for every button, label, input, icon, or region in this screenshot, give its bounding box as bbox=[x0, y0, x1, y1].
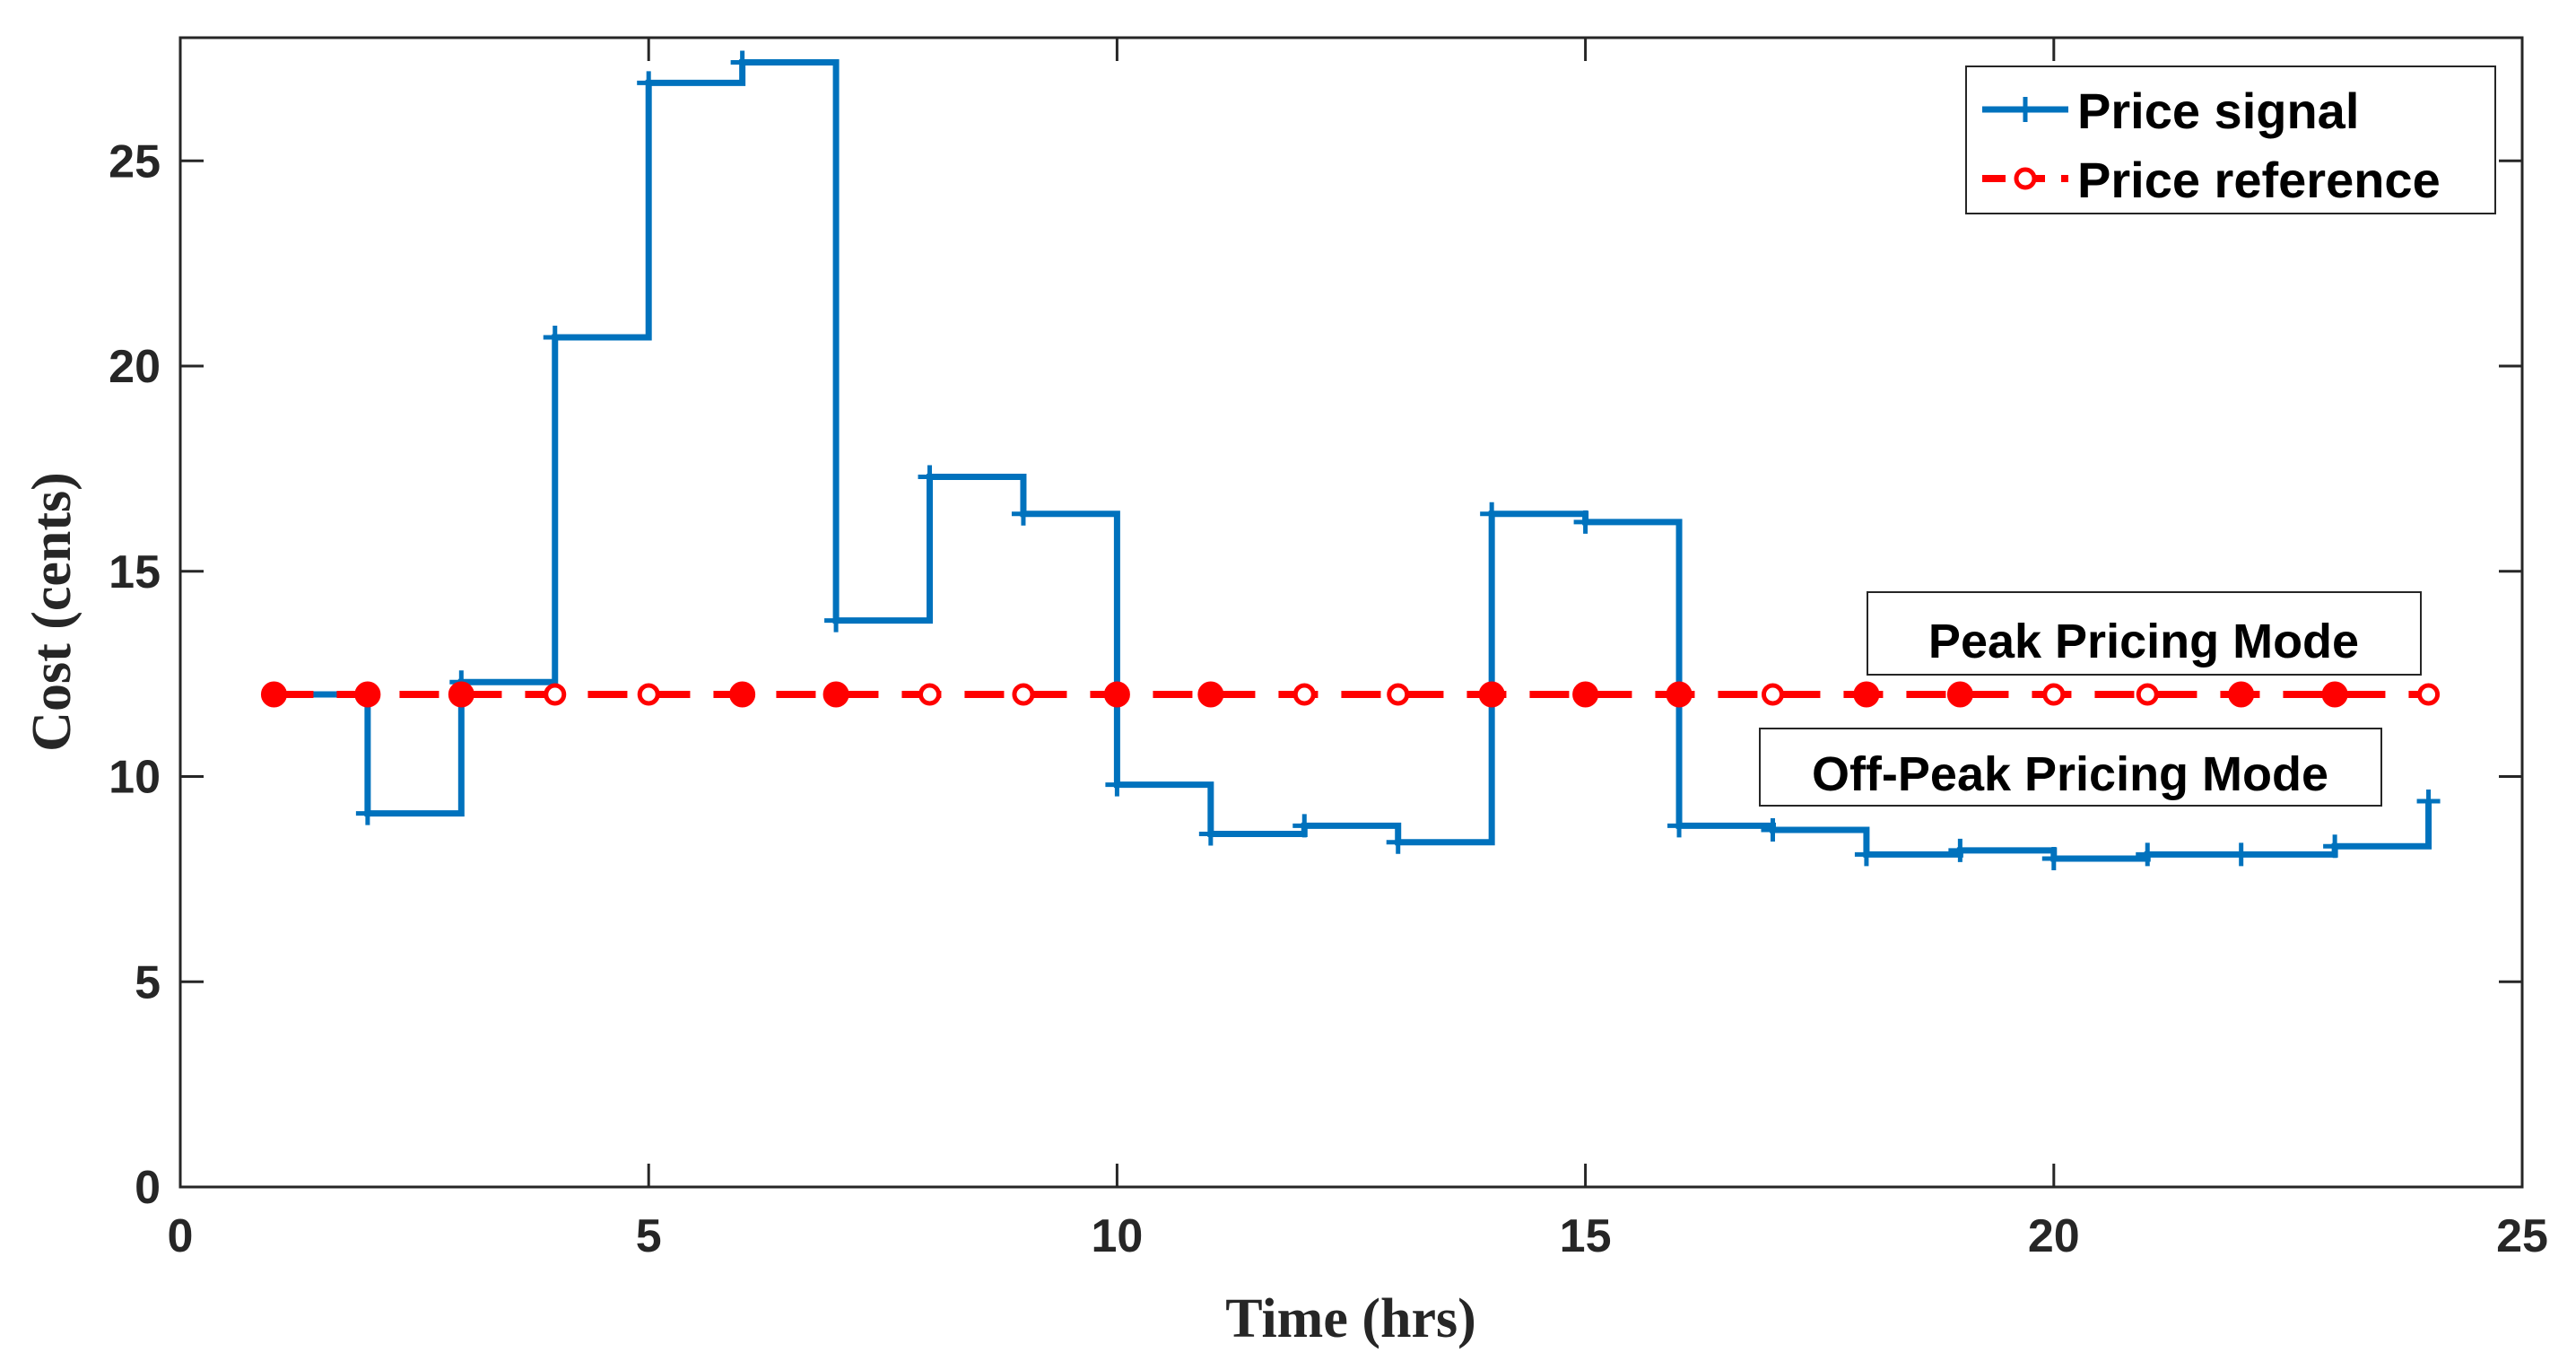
legend-items bbox=[1982, 97, 2068, 190]
annotation-offpeak: Off-Peak Pricing Mode bbox=[1759, 728, 2382, 807]
price-signal-marker bbox=[1198, 822, 1223, 846]
price-reference-marker bbox=[260, 681, 287, 708]
price-reference-marker bbox=[2417, 683, 2441, 706]
legend-label-price-signal: Price signal bbox=[2077, 83, 2359, 139]
price-reference-marker bbox=[2228, 681, 2255, 708]
y-tick-label: 20 bbox=[109, 341, 161, 393]
axis-ticks bbox=[178, 38, 2524, 1189]
price-signal-marker bbox=[1948, 838, 1972, 862]
price-signal-marker bbox=[2323, 834, 2347, 859]
annotation-offpeak-text: Off-Peak Pricing Mode bbox=[1812, 747, 2328, 801]
price-signal-marker bbox=[1761, 817, 1785, 842]
price-signal-marker bbox=[824, 608, 849, 633]
price-signal-marker bbox=[543, 325, 567, 349]
legend-marker-price-signal bbox=[2013, 97, 2038, 122]
price-signal-marker bbox=[1480, 502, 1504, 526]
x-tick-label: 15 bbox=[1560, 1210, 1612, 1262]
price-reference-marker bbox=[1853, 681, 1880, 708]
axis-tick-labels: 0 5 10 15 20 25 0 5 10 15 20 25 bbox=[109, 135, 2548, 1262]
price-reference-marker bbox=[544, 683, 567, 706]
x-tick-label: 10 bbox=[1091, 1210, 1143, 1262]
y-tick-label: 0 bbox=[135, 1162, 161, 1214]
price-signal-marker bbox=[2041, 847, 2066, 870]
price-signal-marker bbox=[1573, 510, 1597, 534]
price-reference-marker bbox=[2321, 681, 2348, 708]
y-tick-label: 10 bbox=[109, 752, 161, 804]
y-tick-label: 5 bbox=[135, 956, 161, 1008]
y-tick-label: 15 bbox=[109, 546, 161, 598]
price-signal-marker bbox=[637, 71, 661, 95]
price-signal-marker bbox=[1011, 502, 1035, 526]
price-reference-marker bbox=[1946, 681, 1973, 708]
annotation-offpeak-box bbox=[1759, 728, 2382, 807]
x-tick-label: 25 bbox=[2496, 1210, 2548, 1262]
price-reference-marker bbox=[448, 681, 474, 708]
price-signal-marker bbox=[1105, 772, 1129, 797]
y-tick-label: 25 bbox=[109, 135, 161, 188]
price-reference-marker bbox=[2042, 683, 2066, 706]
price-reference-marker bbox=[1666, 681, 1693, 708]
legend: Price signal Price reference bbox=[1965, 65, 2496, 214]
price-reference-marker bbox=[1572, 681, 1599, 708]
price-signal-marker bbox=[1667, 814, 1692, 838]
price-reference-marker bbox=[822, 681, 849, 708]
price-reference-marker bbox=[637, 683, 660, 706]
price-reference-marker bbox=[1103, 681, 1130, 708]
price-signal-marker bbox=[1292, 814, 1317, 838]
x-tick-label: 5 bbox=[636, 1210, 662, 1262]
price-reference-marker bbox=[918, 683, 942, 706]
legend-label-price-reference: Price reference bbox=[2077, 152, 2441, 208]
price-signal-marker bbox=[1386, 830, 1410, 854]
series-layer bbox=[260, 50, 2441, 870]
price-signal-marker bbox=[2229, 842, 2253, 867]
price-reference-marker bbox=[354, 681, 381, 708]
price-signal-marker bbox=[918, 465, 942, 489]
price-signal-marker bbox=[730, 50, 754, 74]
y-axis-title: Cost (cents) bbox=[22, 472, 83, 752]
price-reference-marker bbox=[2136, 683, 2159, 706]
price-reference-marker bbox=[729, 681, 756, 708]
x-tick-label: 0 bbox=[168, 1210, 194, 1262]
price-signal-marker bbox=[355, 801, 379, 825]
price-reference-marker bbox=[1387, 683, 1410, 706]
price-signal-marker bbox=[1854, 842, 1878, 867]
legend-box bbox=[1965, 65, 2496, 214]
legend-marker-price-reference bbox=[2014, 167, 2037, 190]
price-reference-marker bbox=[1012, 683, 1035, 706]
annotation-peak: Peak Pricing Mode bbox=[1867, 591, 2422, 676]
annotation-peak-text: Peak Pricing Mode bbox=[1928, 615, 2359, 668]
annotation-peak-box bbox=[1867, 591, 2422, 676]
price-reference-marker bbox=[1478, 681, 1505, 708]
price-reference-marker bbox=[1292, 683, 1316, 706]
x-tick-label: 20 bbox=[2028, 1210, 2080, 1262]
price-signal-marker bbox=[2416, 789, 2441, 813]
x-axis-title: Time (hrs) bbox=[1225, 1288, 1476, 1349]
price-signal-marker bbox=[2136, 842, 2160, 867]
price-reference-marker bbox=[1761, 683, 1784, 706]
price-reference-marker bbox=[1197, 681, 1224, 708]
